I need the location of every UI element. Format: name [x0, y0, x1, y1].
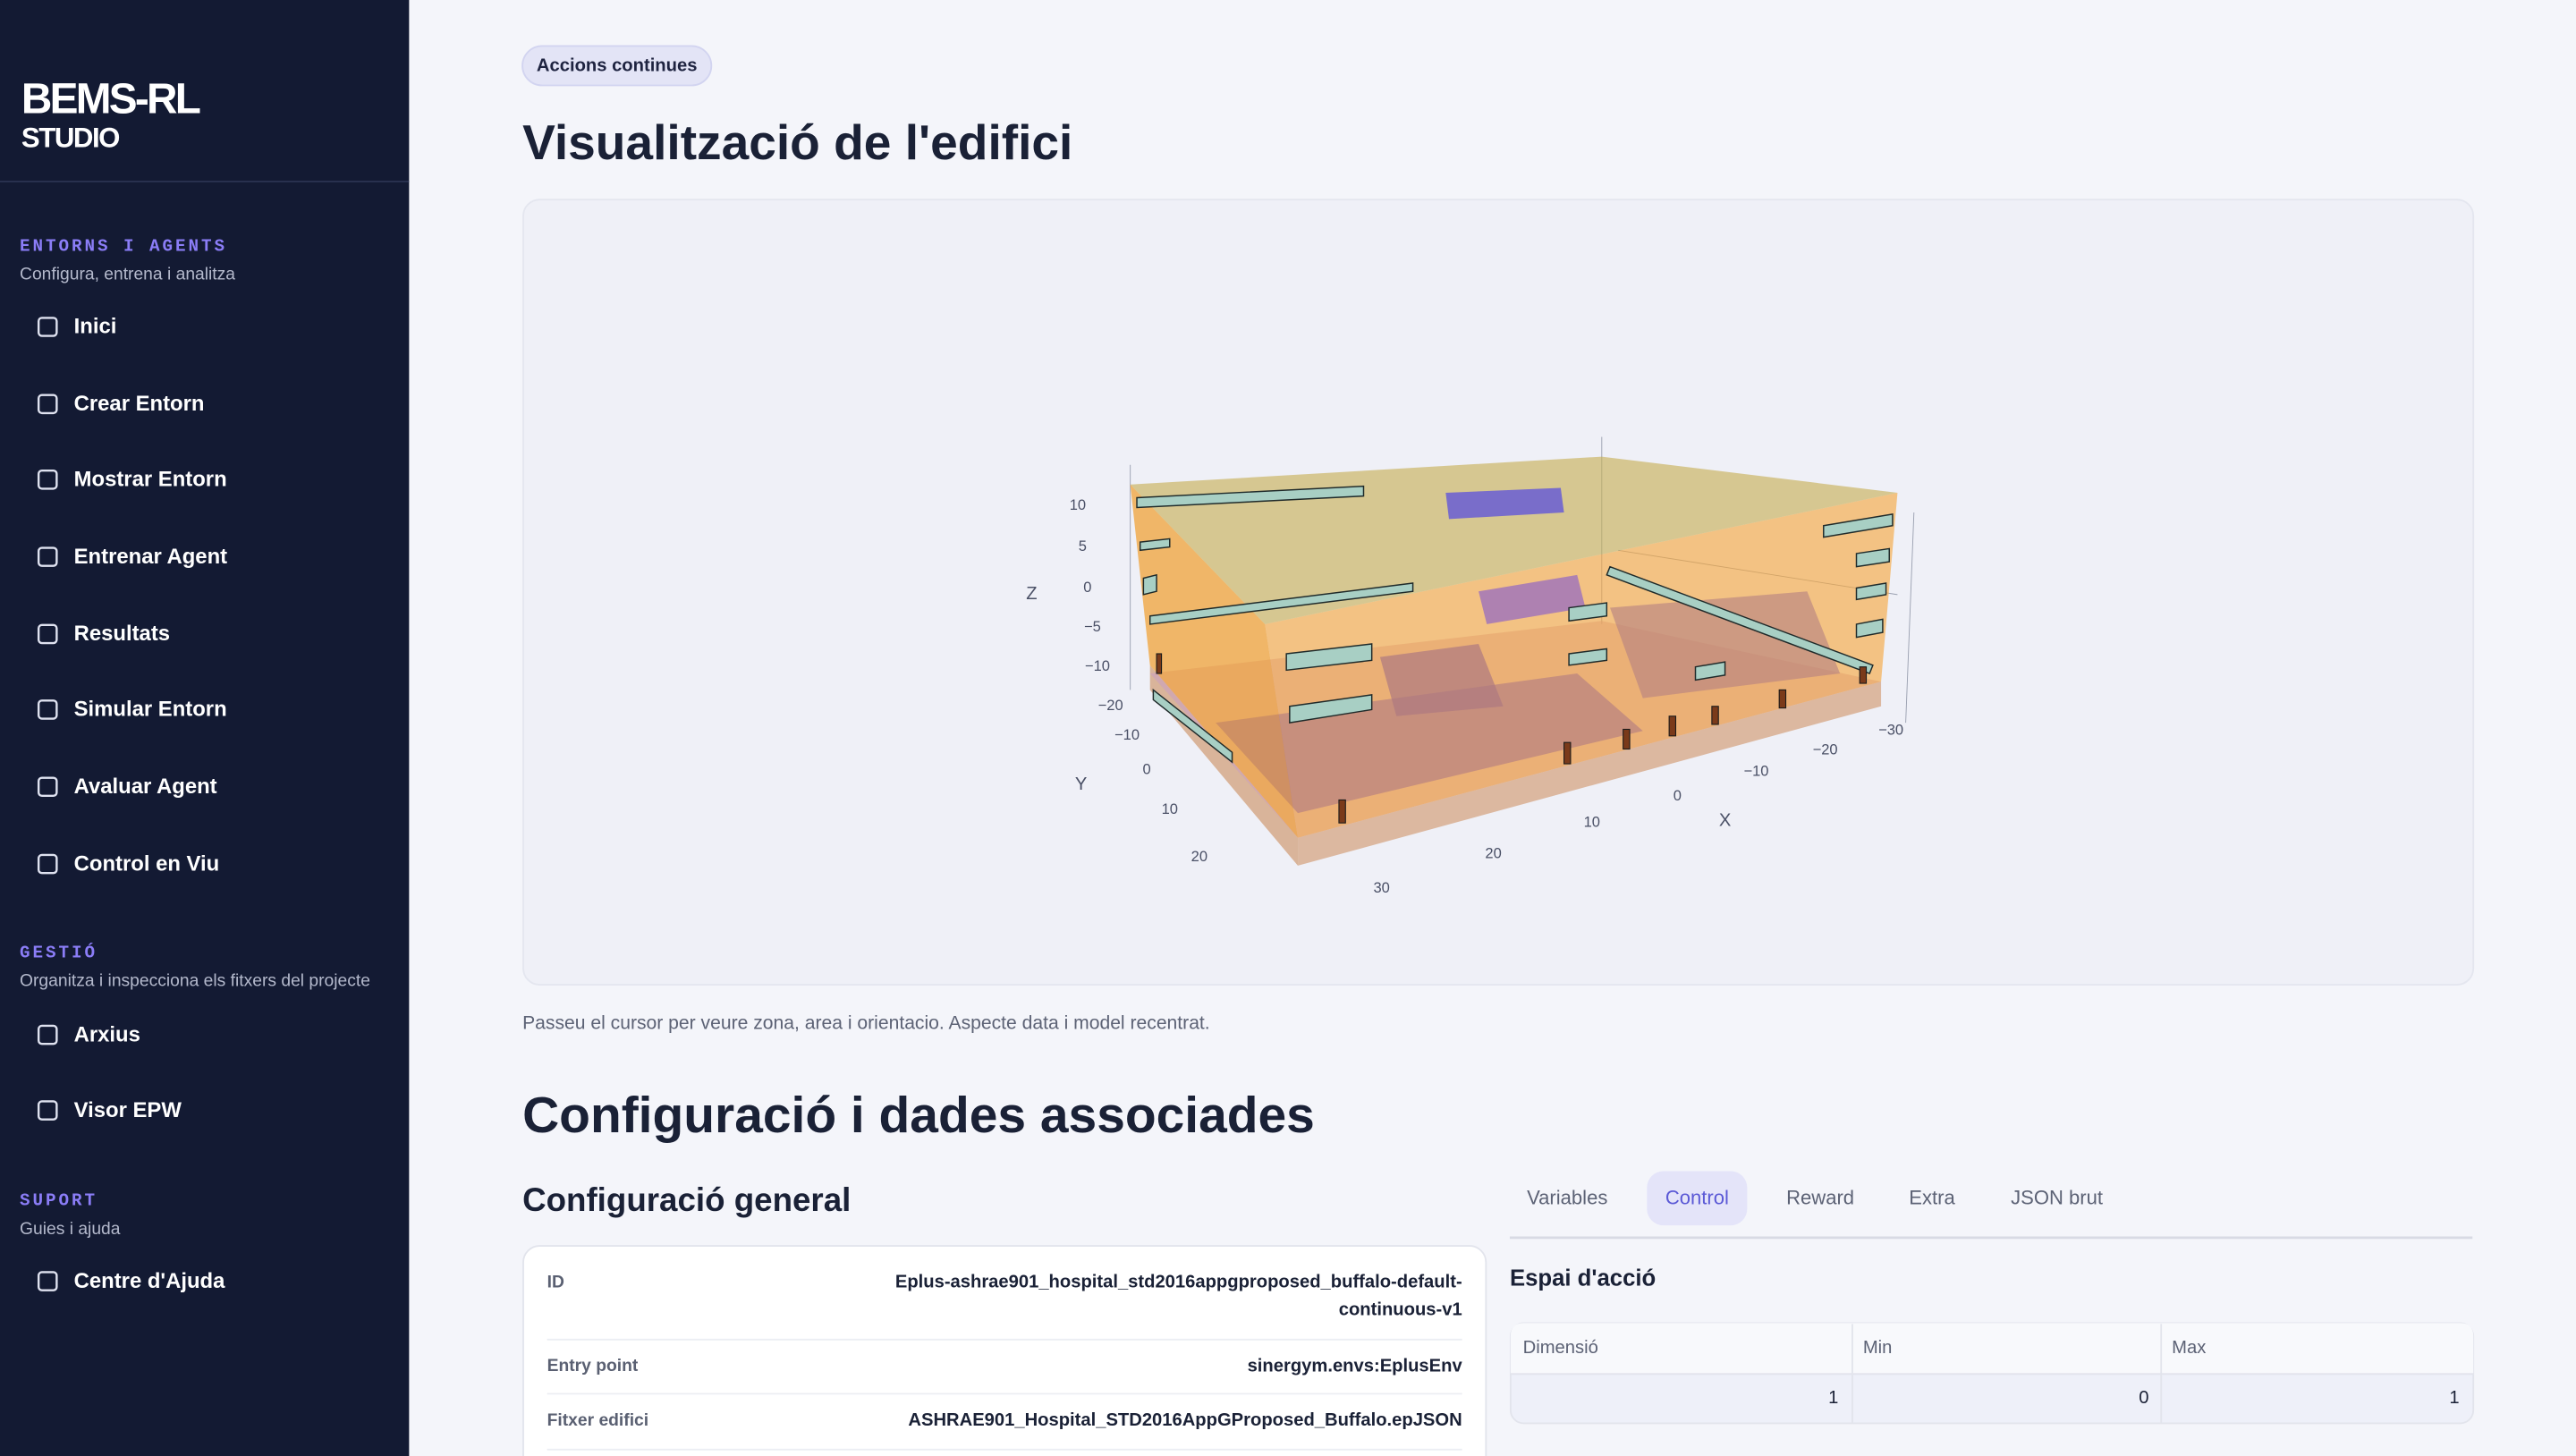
axis-tick-label: 30 [1374, 879, 1390, 896]
nav-section-title: GESTIÓ [20, 943, 97, 962]
building-model [1130, 436, 1915, 866]
table-cell: 1 [1828, 1388, 1838, 1408]
tab[interactable]: Extra [1909, 1187, 1955, 1209]
plot-axes: 10 5 0 −5 −10 −20 −10 0 10 20 30 20 10 0 −10 −20 −30 Z Y X [1026, 496, 1903, 896]
axis-tick-label: 5 [1079, 538, 1087, 554]
nav-item[interactable]: Entrenar Agent [74, 545, 228, 569]
axis-tick-label: −10 [1743, 763, 1768, 780]
nav-icon [37, 1271, 58, 1291]
axis-tick-label: 0 [1083, 579, 1091, 596]
table-header: Max [2172, 1338, 2206, 1358]
axis-tick-label: 10 [1162, 800, 1178, 817]
nav-item[interactable]: Crear Entorn [74, 392, 205, 416]
axis-tick-label: 10 [1584, 814, 1600, 831]
tab[interactable]: Control [1665, 1187, 1729, 1209]
nav-section-subtitle: Organitza i inspecciona els fitxers del … [20, 971, 370, 990]
config-value: Eplus-ashrae901_hospital_std2016appgprop… [895, 1273, 1462, 1320]
axis-tick-label: −30 [1878, 722, 1903, 739]
nav-item[interactable]: Mostrar Entorn [74, 468, 227, 492]
axis-tick-label: 20 [1191, 848, 1208, 865]
nav-icon [37, 317, 58, 337]
nav-icon [37, 623, 58, 645]
axis-tick-label: −20 [1813, 741, 1838, 758]
table-cells: Dimensió Min Max 1 0 1 [1523, 1338, 2460, 1408]
nav-icon [37, 546, 58, 567]
axis-title: X [1719, 811, 1732, 831]
tab[interactable]: Variables [1527, 1187, 1607, 1209]
tab[interactable]: JSON brut [2011, 1187, 2103, 1209]
config-label: Fitxer edifici [547, 1411, 649, 1430]
action-space-title: Espai d'acció [1510, 1266, 1656, 1291]
table-cell: 1 [2449, 1388, 2459, 1408]
config-rows: ID Eplus-ashrae901_hospital_std2016appgpr… [547, 1273, 1463, 1451]
axis-tick-label: 20 [1485, 844, 1501, 861]
axis-tick-label: 10 [1070, 496, 1086, 513]
nav-icon [37, 776, 58, 798]
axis-tick-label: −10 [1085, 657, 1110, 674]
nav-icon [37, 699, 58, 720]
nav-section-subtitle: Guies i ajuda [20, 1220, 121, 1239]
logo: BEMS-RL [21, 75, 200, 123]
viewer-caption: Passeu el cursor per veure zona, area i … [522, 1013, 1210, 1034]
navigation: ENTORNS I AGENTS Configura, entrena i ana… [20, 237, 370, 1293]
tabs: Variables Control Reward Extra JSON brut [1527, 1171, 2103, 1226]
table-header: Dimensió [1523, 1338, 1598, 1358]
nav-item[interactable]: Simular Entorn [74, 698, 227, 722]
table-header-bg [1510, 1323, 2474, 1374]
sidebar [0, 0, 410, 1456]
subsection-title: Configuració general [522, 1181, 851, 1218]
nav-item[interactable]: Resultats [74, 622, 170, 646]
logo: STUDIO [21, 122, 119, 153]
config-card [522, 1245, 1487, 1456]
nav-item[interactable]: Inici [74, 315, 117, 339]
nav-icon [37, 394, 58, 415]
tab-active-bg [1647, 1171, 1748, 1226]
axis-tick-label: −10 [1114, 726, 1140, 743]
nav-icon [37, 1100, 58, 1121]
config-label: Entry point [547, 1357, 639, 1376]
axis-title: Y [1075, 775, 1088, 794]
config-value: ASHRAE901_Hospital_STD2016AppGProposed_B… [908, 1410, 1462, 1430]
nav-icon [37, 853, 58, 875]
axis-title: Z [1026, 584, 1037, 604]
nav-item[interactable]: Control en Viu [74, 851, 220, 876]
nav-item[interactable]: Visor EPW [74, 1098, 182, 1122]
nav-section-title: ENTORNS I AGENTS [20, 237, 227, 257]
nav-item[interactable]: Arxius [74, 1022, 140, 1046]
config-label: ID [547, 1274, 564, 1292]
axis-tick-label: −5 [1084, 618, 1101, 635]
nav-icon [37, 470, 58, 490]
nav-section-subtitle: Configura, entrena i analitza [20, 266, 235, 284]
table-header: Min [1863, 1338, 1893, 1358]
axis-tick-label: 0 [1142, 761, 1150, 778]
table-cell: 0 [2139, 1388, 2148, 1408]
nav-item[interactable]: Avaluar Agent [74, 775, 217, 799]
axis-tick-label: 0 [1674, 787, 1682, 804]
config-value: sinergym.envs:EplusEnv [1248, 1356, 1463, 1376]
nav-icon [37, 1024, 58, 1045]
nav-item[interactable]: Centre d'Ajuda [74, 1269, 225, 1293]
tab[interactable]: Reward [1786, 1187, 1854, 1209]
axis-tick-label: −20 [1098, 697, 1123, 714]
badge [521, 45, 713, 87]
section-title: Configuració i dades associades [522, 1087, 1315, 1144]
page-title: Visualització de l'edifici [522, 114, 1072, 170]
nav-section-title: SUPORT [20, 1191, 97, 1211]
badge-text: Accions continues [537, 56, 697, 76]
